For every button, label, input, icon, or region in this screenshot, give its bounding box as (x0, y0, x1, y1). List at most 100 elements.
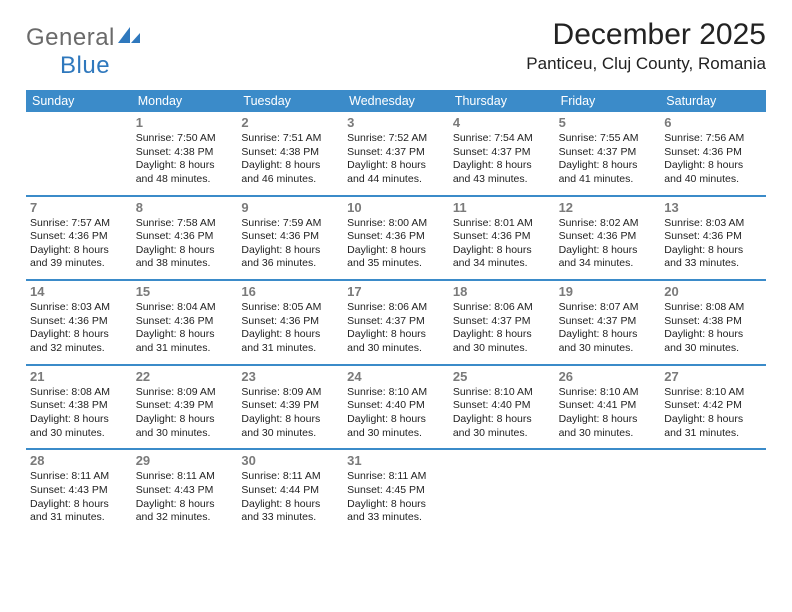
day-number: 16 (241, 284, 339, 299)
dayhead-monday: Monday (132, 90, 238, 112)
weeks-container: 1Sunrise: 7:50 AMSunset: 4:38 PMDaylight… (26, 112, 766, 533)
day-cell: 23Sunrise: 8:09 AMSunset: 4:39 PMDayligh… (237, 366, 343, 449)
day-info: Sunrise: 8:01 AMSunset: 4:36 PMDaylight:… (453, 217, 551, 272)
day-number: 13 (664, 200, 762, 215)
day-number: 6 (664, 115, 762, 130)
dayhead-wednesday: Wednesday (343, 90, 449, 112)
day-cell: 1Sunrise: 7:50 AMSunset: 4:38 PMDaylight… (132, 112, 238, 195)
day-cell: 27 Sunrise: 8:10 AMSunset: 4:42 PMDayligh… (660, 366, 766, 449)
day-cell: 24 Sunrise: 8:10 AMSunset: 4:40 PMDayligh… (343, 366, 449, 449)
day-cell: 20Sunrise: 8:08 AMSunset: 4:38 PMDayligh… (660, 281, 766, 364)
day-number: 10 (347, 200, 445, 215)
week-row: 1Sunrise: 7:50 AMSunset: 4:38 PMDaylight… (26, 112, 766, 197)
day-info: Sunrise: 7:54 AMSunset: 4:37 PMDaylight:… (453, 132, 551, 187)
day-info: Sunrise: 8:10 AMSunset: 4:41 PMDaylight:… (559, 386, 657, 441)
day-cell: 19 Sunrise: 8:07 AMSunset: 4:37 PMDayligh… (555, 281, 661, 364)
day-cell: 16 Sunrise: 8:05 AMSunset: 4:36 PMDayligh… (237, 281, 343, 364)
day-cell: 14Sunrise: 8:03 AMSunset: 4:36 PMDayligh… (26, 281, 132, 364)
day-info: Sunrise: 8:09 AMSunset: 4:39 PMDaylight:… (136, 386, 234, 441)
day-info: Sunrise: 8:03 AMSunset: 4:36 PMDaylight:… (664, 217, 762, 272)
day-info: Sunrise: 8:05 AMSunset: 4:36 PMDaylight:… (241, 301, 339, 356)
day-info: Sunrise: 8:10 AMSunset: 4:42 PMDaylight:… (664, 386, 762, 441)
day-info: Sunrise: 7:51 AMSunset: 4:38 PMDaylight:… (241, 132, 339, 187)
day-cell: 10 Sunrise: 8:00 AMSunset: 4:36 PMDayligh… (343, 197, 449, 280)
day-number: 29 (136, 453, 234, 468)
day-number: 31 (347, 453, 445, 468)
day-cell (660, 450, 766, 533)
week-row: 14Sunrise: 8:03 AMSunset: 4:36 PMDayligh… (26, 281, 766, 366)
day-cell: 30Sunrise: 8:11 AMSunset: 4:44 PMDayligh… (237, 450, 343, 533)
day-number: 24 (347, 369, 445, 384)
location: Panticeu, Cluj County, Romania (526, 54, 766, 74)
day-number: 8 (136, 200, 234, 215)
day-number: 9 (241, 200, 339, 215)
day-info: Sunrise: 8:08 AMSunset: 4:38 PMDaylight:… (30, 386, 128, 441)
day-cell: 7 Sunrise: 7:57 AMSunset: 4:36 PMDaylight… (26, 197, 132, 280)
day-info: Sunrise: 8:11 AMSunset: 4:43 PMDaylight:… (136, 470, 234, 525)
day-info: Sunrise: 8:00 AMSunset: 4:36 PMDaylight:… (347, 217, 445, 272)
day-cell: 4 Sunrise: 7:54 AMSunset: 4:37 PMDaylight… (449, 112, 555, 195)
logo-text-blue: Blue (60, 52, 110, 79)
week-row: 7 Sunrise: 7:57 AMSunset: 4:36 PMDaylight… (26, 197, 766, 282)
day-info: Sunrise: 8:04 AMSunset: 4:36 PMDaylight:… (136, 301, 234, 356)
day-info: Sunrise: 8:10 AMSunset: 4:40 PMDaylight:… (347, 386, 445, 441)
calendar-page: GeneralBlue December 2025 Panticeu, Cluj… (0, 0, 792, 543)
day-header-row: Sunday Monday Tuesday Wednesday Thursday… (26, 90, 766, 112)
day-info: Sunrise: 8:06 AMSunset: 4:37 PMDaylight:… (347, 301, 445, 356)
day-cell: 13 Sunrise: 8:03 AMSunset: 4:36 PMDayligh… (660, 197, 766, 280)
day-number: 30 (241, 453, 339, 468)
dayhead-friday: Friday (555, 90, 661, 112)
day-cell: 29 Sunrise: 8:11 AMSunset: 4:43 PMDayligh… (132, 450, 238, 533)
calendar: Sunday Monday Tuesday Wednesday Thursday… (26, 90, 766, 533)
day-info: Sunrise: 7:52 AMSunset: 4:37 PMDaylight:… (347, 132, 445, 187)
day-info: Sunrise: 8:07 AMSunset: 4:37 PMDaylight:… (559, 301, 657, 356)
day-number: 21 (30, 369, 128, 384)
day-cell: 3Sunrise: 7:52 AMSunset: 4:37 PMDaylight… (343, 112, 449, 195)
day-info: Sunrise: 7:55 AMSunset: 4:37 PMDaylight:… (559, 132, 657, 187)
day-cell: 9Sunrise: 7:59 AMSunset: 4:36 PMDaylight… (237, 197, 343, 280)
logo: GeneralBlue (26, 24, 140, 80)
day-number: 11 (453, 200, 551, 215)
day-number: 18 (453, 284, 551, 299)
day-info: Sunrise: 8:10 AMSunset: 4:40 PMDaylight:… (453, 386, 551, 441)
logo-sail-icon (118, 24, 140, 51)
day-cell: 11 Sunrise: 8:01 AMSunset: 4:36 PMDayligh… (449, 197, 555, 280)
day-cell (555, 450, 661, 533)
day-number: 27 (664, 369, 762, 384)
dayhead-thursday: Thursday (449, 90, 555, 112)
day-cell: 8Sunrise: 7:58 AMSunset: 4:36 PMDaylight… (132, 197, 238, 280)
day-info: Sunrise: 7:56 AMSunset: 4:36 PMDaylight:… (664, 132, 762, 187)
day-number: 22 (136, 369, 234, 384)
week-row: 21 Sunrise: 8:08 AMSunset: 4:38 PMDayligh… (26, 366, 766, 451)
title-block: December 2025 Panticeu, Cluj County, Rom… (526, 18, 766, 80)
day-info: Sunrise: 8:09 AMSunset: 4:39 PMDaylight:… (241, 386, 339, 441)
day-cell: 17 Sunrise: 8:06 AMSunset: 4:37 PMDayligh… (343, 281, 449, 364)
day-number: 15 (136, 284, 234, 299)
day-number: 4 (453, 115, 551, 130)
day-info: Sunrise: 8:06 AMSunset: 4:37 PMDaylight:… (453, 301, 551, 356)
day-cell: 2 Sunrise: 7:51 AMSunset: 4:38 PMDaylight… (237, 112, 343, 195)
day-info: Sunrise: 8:11 AMSunset: 4:43 PMDaylight:… (30, 470, 128, 525)
day-number: 17 (347, 284, 445, 299)
day-cell: 18 Sunrise: 8:06 AMSunset: 4:37 PMDayligh… (449, 281, 555, 364)
day-number: 20 (664, 284, 762, 299)
day-number: 26 (559, 369, 657, 384)
day-number: 14 (30, 284, 128, 299)
day-info: Sunrise: 7:57 AMSunset: 4:36 PMDaylight:… (30, 217, 128, 272)
day-cell: 5Sunrise: 7:55 AMSunset: 4:37 PMDaylight… (555, 112, 661, 195)
day-cell: 31Sunrise: 8:11 AMSunset: 4:45 PMDayligh… (343, 450, 449, 533)
month-title: December 2025 (526, 18, 766, 52)
header: GeneralBlue December 2025 Panticeu, Cluj… (26, 18, 766, 80)
dayhead-sunday: Sunday (26, 90, 132, 112)
day-number: 19 (559, 284, 657, 299)
dayhead-saturday: Saturday (660, 90, 766, 112)
day-number: 1 (136, 115, 234, 130)
logo-text-general: General (26, 24, 115, 51)
day-cell: 22 Sunrise: 8:09 AMSunset: 4:39 PMDayligh… (132, 366, 238, 449)
day-cell: 6 Sunrise: 7:56 AMSunset: 4:36 PMDaylight… (660, 112, 766, 195)
day-number: 7 (30, 200, 128, 215)
day-cell (26, 112, 132, 195)
day-cell (449, 450, 555, 533)
day-number: 2 (241, 115, 339, 130)
day-cell: 21 Sunrise: 8:08 AMSunset: 4:38 PMDayligh… (26, 366, 132, 449)
